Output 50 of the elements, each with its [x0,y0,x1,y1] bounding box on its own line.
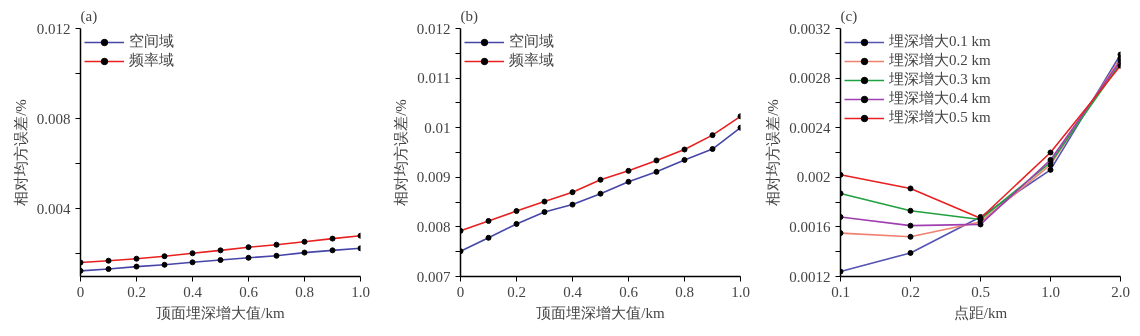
legend-label: 埋深增大0.4 km [889,89,991,108]
y-axis-title: 相对均方误差/% [392,99,409,206]
x-tick-label: 0.4 [183,283,203,300]
y-tick-label: 0.0028 [789,70,831,87]
y-tick-label: 0.008 [416,218,451,235]
y-tick-label: 0.012 [416,20,451,37]
legend-label: 空间域 [129,32,174,51]
legend-label: 频率域 [129,51,174,70]
chart-title: (c) [840,7,858,25]
x-tick-label: 0.8 [675,283,694,300]
y-tick-label: 0.008 [36,110,71,127]
y-tick-label: 0.012 [36,20,71,37]
x-tick-label: 0.4 [563,283,583,300]
x-tick-label: 0.8 [295,283,314,300]
x-tick-label: 0.1 [831,283,850,300]
x-tick-label: 0.2 [127,283,146,300]
x-tick-label: 0 [76,283,85,300]
legend-label: 埋深增大0.1 km [889,32,991,51]
x-tick-label: 0.6 [619,283,639,300]
y-tick-label: 0.0016 [789,218,831,235]
x-tick-label: 0 [456,283,465,300]
x-tick-label: 0.2 [901,283,920,300]
chart-title: (a) [80,7,98,25]
x-tick-label: 1.0 [731,283,750,300]
x-tick-label: 1.0 [351,283,370,300]
legend-label: 频率域 [509,51,554,70]
x-tick-label: 2.0 [1111,283,1130,300]
x-axis-title: 顶面埋深增大值/km [156,304,285,321]
y-tick-label: 0.004 [36,200,71,217]
legend-label: 埋深增大0.3 km [889,70,991,89]
x-tick-label: 0.6 [239,283,259,300]
y-axis-title: 相对均方误差/% [12,99,29,206]
y-tick-label: 0.007 [416,268,451,285]
chart-title: (b) [460,7,478,25]
y-tick-label: 0.009 [416,169,451,186]
legend-label: 空间域 [509,32,554,51]
x-axis-title: 点距/km [953,304,1008,321]
y-tick-label: 0.01 [424,119,451,136]
x-tick-label: 0.2 [507,283,526,300]
legend-label: 埋深增大0.5 km [889,108,991,127]
x-tick-label: 0.5 [971,283,990,300]
y-tick-label: 0.0032 [789,20,831,37]
legend-label: 埋深增大0.2 km [889,51,991,70]
y-tick-label: 0.0012 [789,268,831,285]
y-tick-label: 0.0024 [789,119,831,136]
y-axis-title: 相对均方误差/% [765,99,782,206]
y-tick-label: 0.002 [796,169,831,186]
x-tick-label: 1.0 [1041,283,1060,300]
y-tick-label: 0.011 [417,70,451,87]
x-axis-title: 顶面埋深增大值/km [536,304,665,321]
